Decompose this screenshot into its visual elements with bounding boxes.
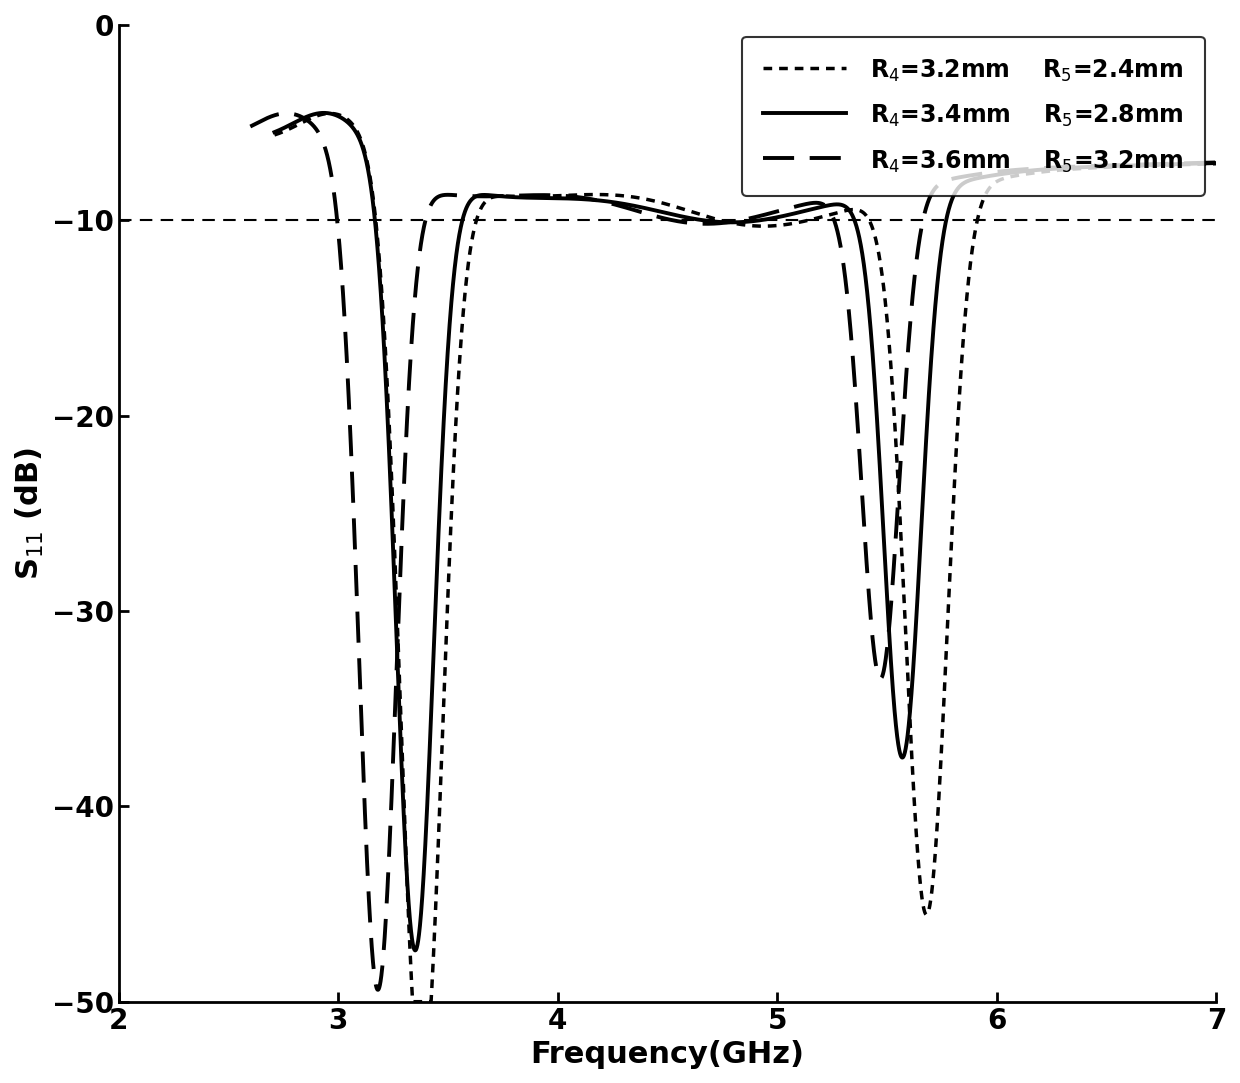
Y-axis label: S$_{11}$ (dB): S$_{11}$ (dB) xyxy=(14,446,46,579)
Legend: R$_4$=3.2mm    R$_5$=2.4mm, R$_4$=3.4mm    R$_5$=2.8mm, R$_4$=3.6mm    R$_5$=3.2: R$_4$=3.2mm R$_5$=2.4mm, R$_4$=3.4mm R$_… xyxy=(742,37,1204,196)
X-axis label: Frequency(GHz): Frequency(GHz) xyxy=(531,1040,805,1069)
